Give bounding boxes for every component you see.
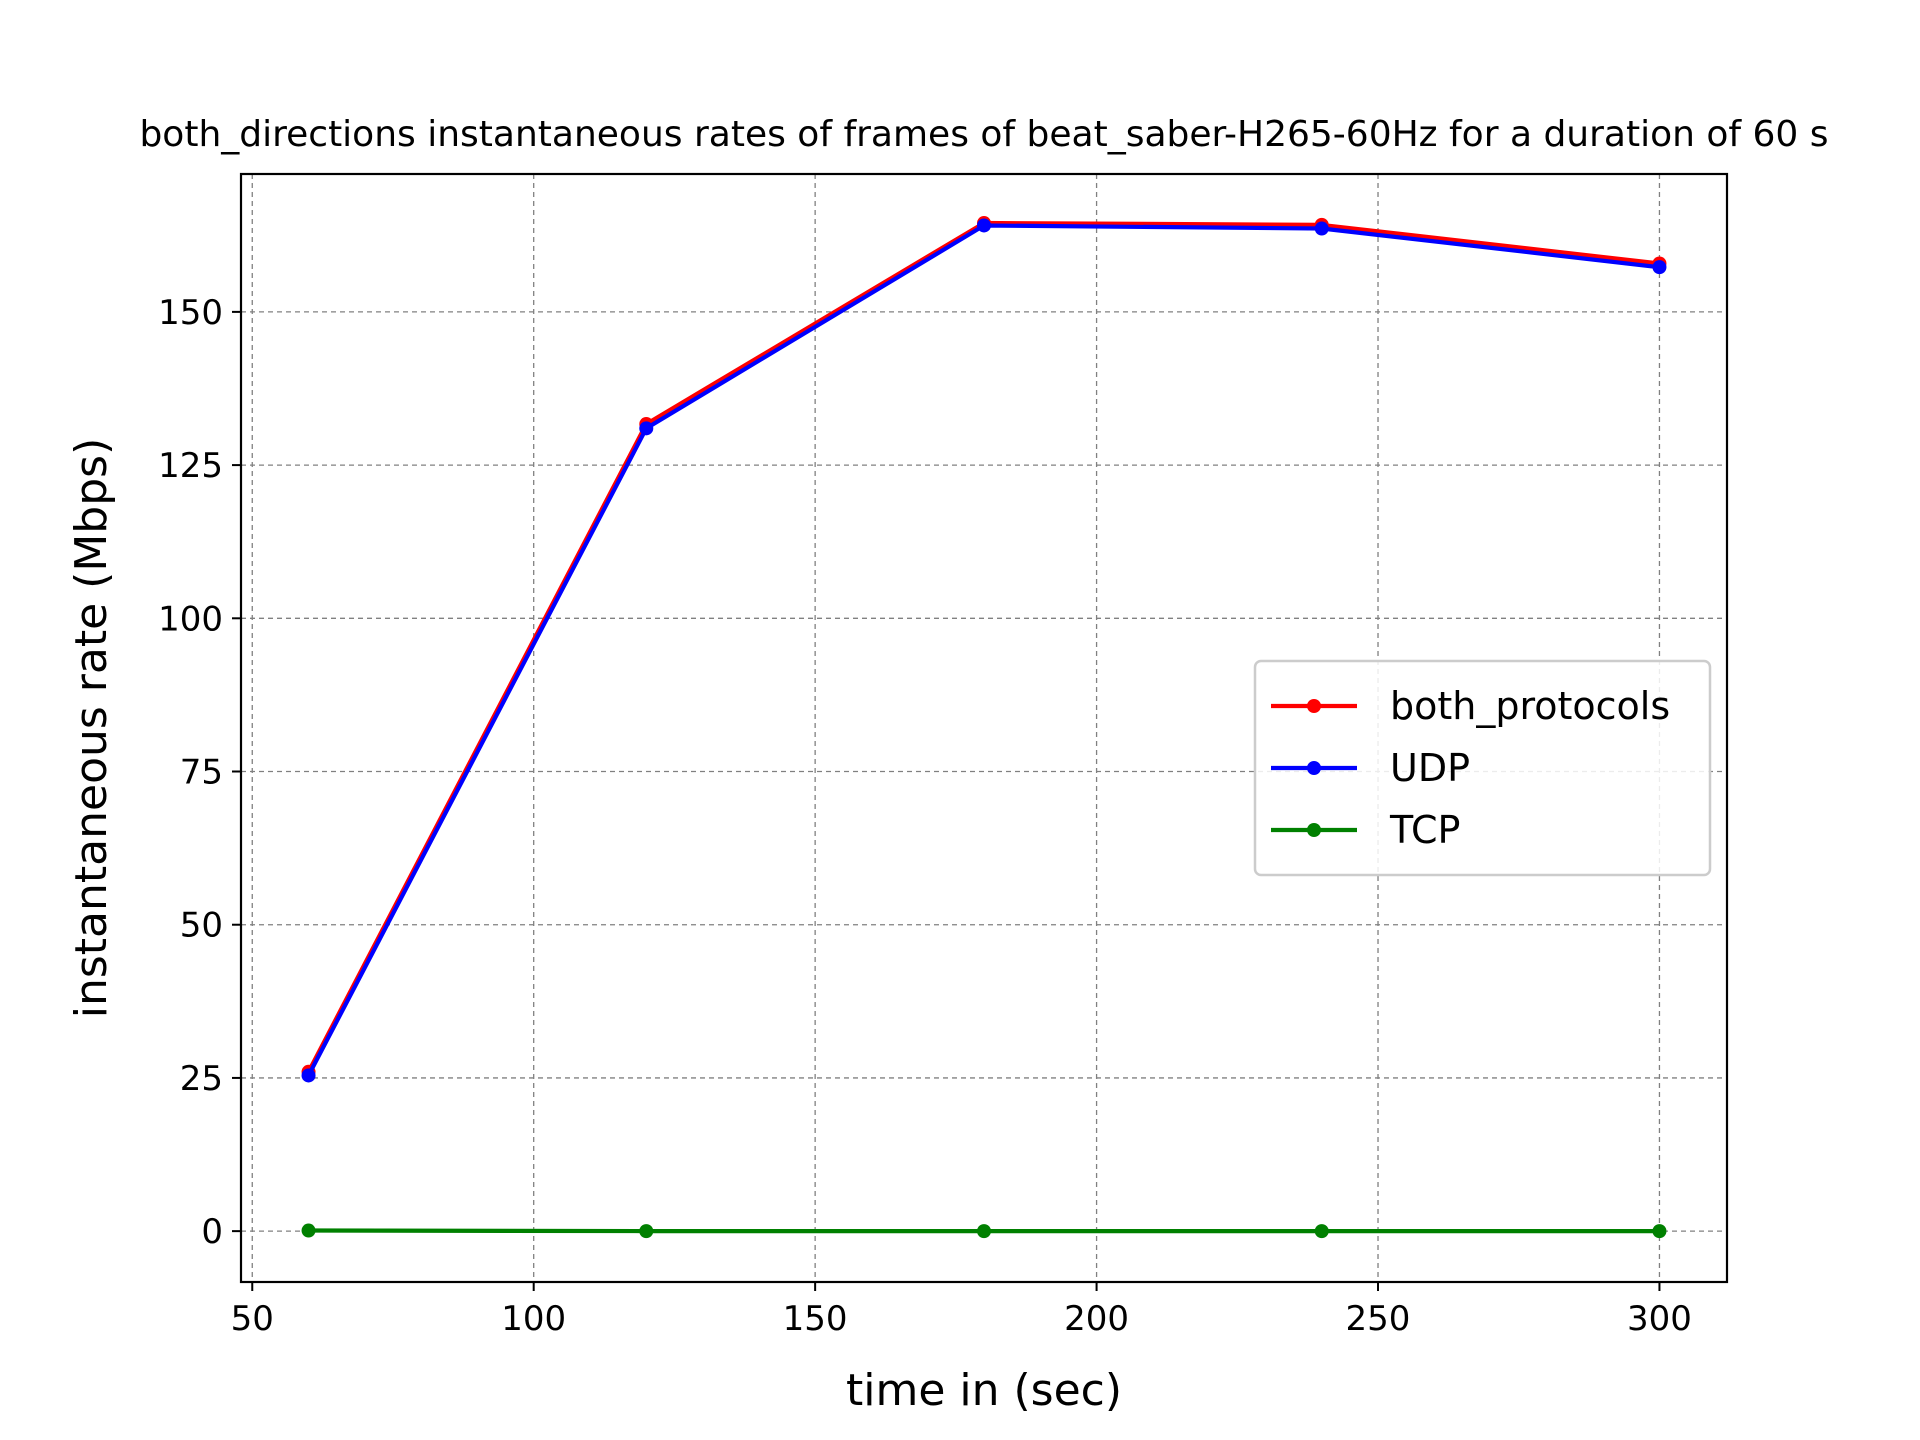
y-tick-label: 75 (180, 753, 223, 793)
legend: both_protocols UDP TCP (1253, 659, 1712, 877)
axis-ticks: 50 100 150 200 250 300 0 25 50 75 100 125 150 (158, 293, 1692, 1339)
chart-title: both_directions instantaneous rates of f… (139, 114, 1828, 155)
y-axis-title: instantaneous rate (Mbps) (66, 438, 117, 1018)
x-tick-label: 300 (1627, 1299, 1692, 1339)
data-point (977, 218, 991, 233)
x-tick-label: 50 (231, 1299, 274, 1339)
legend-box (1253, 659, 1712, 877)
legend-label: UDP (1390, 746, 1470, 790)
series-layer (301, 216, 1667, 1239)
series-both_protocols (301, 216, 1667, 1079)
series-TCP (301, 1223, 1667, 1239)
legend-item: UDP (1271, 746, 1470, 790)
legend-marker (1307, 823, 1321, 837)
y-tick-label: 150 (158, 293, 223, 333)
data-point (1652, 260, 1667, 275)
legend-item: TCP (1271, 808, 1460, 852)
legend-item: both_protocols (1271, 684, 1670, 728)
data-point (301, 1068, 316, 1083)
data-point (1652, 1224, 1667, 1239)
data-point (1314, 221, 1329, 236)
data-point (301, 1223, 316, 1238)
y-tick-label: 50 (180, 906, 223, 946)
x-axis-title: time in (sec) (846, 1365, 1122, 1416)
x-tick-label: 250 (1346, 1299, 1411, 1339)
x-tick-label: 100 (501, 1299, 566, 1339)
series-UDP (301, 218, 1667, 1083)
x-tick-label: 150 (783, 1299, 848, 1339)
series-line (306, 223, 1660, 1077)
legend-label: both_protocols (1390, 684, 1670, 728)
data-point (977, 1224, 991, 1239)
y-tick-label: 125 (158, 446, 223, 486)
series-line (306, 220, 1660, 1073)
y-tick-label: 25 (180, 1059, 223, 1099)
data-point (639, 1224, 654, 1239)
y-tick-label: 0 (201, 1212, 223, 1252)
x-tick-label: 200 (1064, 1299, 1129, 1339)
legend-marker (1307, 761, 1321, 775)
plot-area-frame (239, 172, 1729, 1284)
legend-label: TCP (1389, 808, 1460, 852)
data-point (639, 421, 654, 436)
y-tick-label: 100 (158, 599, 223, 639)
data-point (1314, 1224, 1329, 1239)
legend-marker (1307, 699, 1321, 713)
